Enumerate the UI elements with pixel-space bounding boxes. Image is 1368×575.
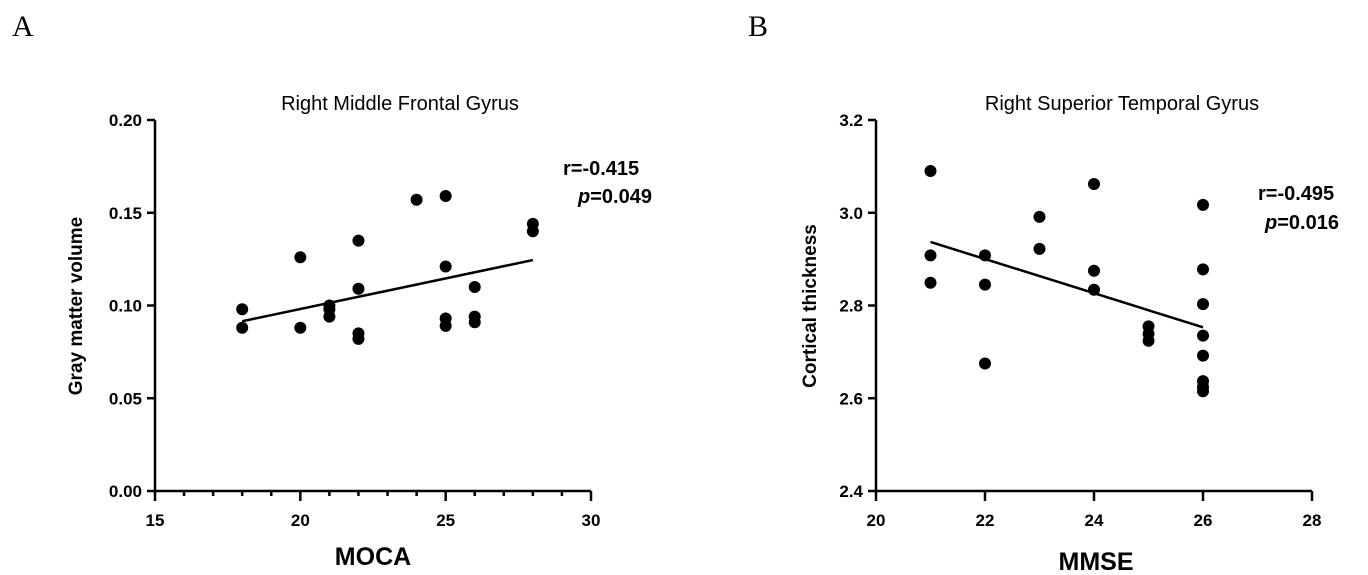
data-point: [323, 310, 336, 323]
x-tick-label: 25: [436, 511, 455, 530]
data-point: [526, 225, 539, 238]
plot-area-a: 0.00 0.05 0.10 0.15 0.20 15 20 25 30: [109, 111, 601, 530]
data-point: [1197, 349, 1209, 362]
data-point: [1197, 329, 1209, 342]
chart-title-a: Right Middle Frontal Gyrus: [281, 93, 519, 115]
plot-area-b: 2.4 2.6 2.8 3.0 3.2 20 22 24 26 28: [839, 111, 1321, 530]
data-point: [439, 190, 452, 203]
data-point: [1142, 334, 1155, 347]
panel-letter-b: B: [748, 10, 768, 43]
y-tick-label: 3.2: [839, 111, 863, 130]
y-tick-label: 2.8: [839, 297, 863, 316]
data-point: [410, 193, 423, 206]
x-tick-label: 30: [582, 511, 601, 530]
x-tick-label: 20: [867, 511, 886, 530]
x-tick-label: 15: [146, 511, 165, 530]
y-tick-label: 0.15: [109, 204, 142, 223]
p-value-a: =0.049: [590, 186, 652, 208]
regression-line-b: [930, 240, 1204, 329]
data-point: [468, 316, 481, 329]
x-axis-label-b: MMSE: [1059, 548, 1134, 575]
data-point: [1197, 298, 1209, 311]
data-point: [352, 332, 365, 345]
regression-line-a: [241, 258, 534, 323]
p-annotation-a: p=0.049: [577, 186, 652, 208]
y-tick-label: 0.10: [109, 297, 142, 316]
data-point: [1088, 283, 1100, 296]
p-value-b: =0.016: [1277, 212, 1339, 234]
data-point: [294, 321, 307, 334]
data-point: [1197, 198, 1209, 211]
data-point: [468, 280, 481, 293]
panel-letter-a: A: [12, 10, 34, 43]
data-point: [1197, 385, 1209, 398]
y-axis-label-b: Cortical thickness: [800, 224, 821, 388]
p-annotation-b: p=0.016: [1264, 212, 1339, 234]
y-tick-label: 2.6: [839, 389, 863, 408]
y-tick-label: 3.0: [839, 204, 863, 223]
data-point: [924, 165, 937, 178]
data-point: [979, 278, 991, 291]
x-tick-label: 20: [291, 511, 310, 530]
data-point: [439, 260, 452, 273]
x-tick-label: 28: [1303, 511, 1322, 530]
data-point: [352, 282, 365, 295]
r-annotation-a: r=-0.415: [563, 158, 639, 180]
chart-title-b: Right Superior Temporal Gyrus: [985, 93, 1259, 115]
data-point: [294, 251, 307, 264]
y-tick-label: 0.00: [109, 482, 142, 501]
y-tick-label: 2.4: [839, 482, 863, 501]
y-axis-label-a: Gray matter volume: [66, 217, 87, 395]
p-symbol-a: p: [577, 186, 590, 208]
data-point: [1033, 210, 1046, 223]
x-axis-label-a: MOCA: [335, 543, 411, 571]
data-point: [1197, 263, 1209, 276]
data-point: [236, 303, 249, 316]
chart-panel-a: A Right Middle Frontal Gyrus 0.00 0.05 0.1…: [12, 10, 652, 571]
data-point: [979, 249, 991, 262]
x-tick-label: 26: [1194, 511, 1213, 530]
data-point: [1033, 242, 1046, 255]
chart-panel-b: B Right Superior Temporal Gyrus 2.42.62.…: [748, 10, 1339, 575]
data-point: [1088, 177, 1100, 190]
x-tick-label: 24: [1085, 511, 1104, 530]
data-point: [236, 321, 249, 334]
y-tick-label: 0.05: [109, 389, 142, 408]
data-point: [1088, 264, 1100, 277]
x-tick-label: 22: [976, 511, 995, 530]
p-symbol-b: p: [1264, 212, 1277, 234]
data-point: [979, 357, 991, 370]
data-point: [924, 249, 937, 262]
y-tick-label: 0.20: [109, 111, 142, 130]
data-point: [439, 319, 452, 332]
data-point: [924, 276, 937, 289]
r-annotation-b: r=-0.495: [1258, 183, 1334, 205]
data-point: [352, 234, 365, 247]
